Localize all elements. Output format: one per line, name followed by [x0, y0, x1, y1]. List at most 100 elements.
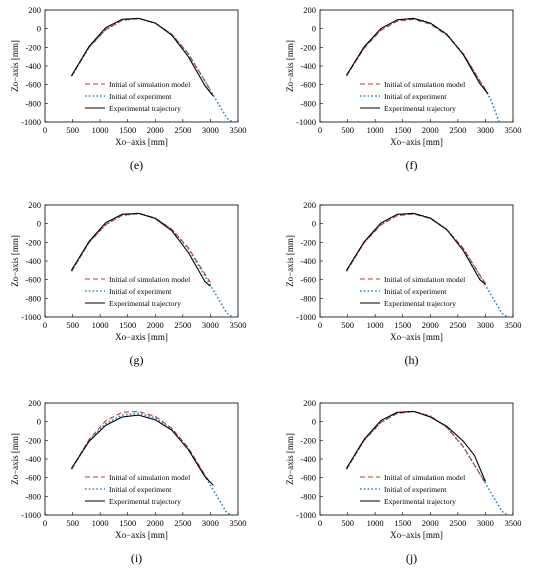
x-tick-label: 0 — [318, 518, 322, 528]
x-tick-label: 500 — [341, 320, 354, 330]
x-tick-label: 500 — [66, 518, 79, 528]
y-tick-label: -200 — [300, 237, 316, 247]
x-tick-label: 1000 — [367, 518, 384, 528]
y-tick-label: -600 — [300, 473, 316, 483]
y-tick-label: 0 — [312, 417, 316, 427]
x-tick-label: 3500 — [505, 518, 522, 528]
x-tick-label: 3500 — [230, 125, 247, 135]
x-tick-label: 3000 — [202, 125, 219, 135]
x-tick-label: 2000 — [147, 125, 164, 135]
y-tick-label: -1000 — [296, 510, 316, 520]
y-tick-label: -1000 — [296, 117, 316, 127]
x-tick-label: 3500 — [230, 518, 247, 528]
y-tick-label: 200 — [303, 200, 316, 210]
x-tick-label: 0 — [318, 320, 322, 330]
x-tick-label: 1000 — [367, 320, 384, 330]
y-tick-label: 200 — [28, 200, 41, 210]
panel-label: (j) — [406, 551, 417, 565]
y-tick-label: -600 — [25, 80, 41, 90]
x-tick-label: 0 — [43, 518, 47, 528]
panel-label: (f) — [406, 158, 418, 172]
y-tick-label: -400 — [25, 454, 41, 464]
series-line-1 — [346, 213, 486, 284]
x-axis-label: Xo−axis [mm] — [390, 530, 443, 540]
y-axis-label: Zo−axis [mm] — [10, 40, 20, 92]
x-tick-label: 2500 — [174, 320, 191, 330]
legend-label-1: Initial of simulation model — [109, 275, 190, 284]
x-tick-label: 500 — [341, 125, 354, 135]
legend-label-1: Initial of simulation model — [384, 473, 465, 482]
x-tick-label: 3500 — [505, 125, 522, 135]
x-tick-label: 3000 — [202, 320, 219, 330]
y-tick-label: -400 — [300, 61, 316, 71]
y-tick-label: -1000 — [296, 312, 316, 322]
plot-area — [44, 402, 239, 516]
x-tick-label: 1000 — [92, 320, 109, 330]
x-tick-label: 2500 — [174, 518, 191, 528]
legend: Initial of simulation model Initial of ex… — [360, 275, 465, 308]
y-tick-label: 200 — [28, 398, 41, 408]
panel-label: (i) — [131, 551, 142, 565]
x-axis-label: Xo−axis [mm] — [390, 332, 443, 342]
x-tick-label: 3000 — [202, 518, 219, 528]
legend-label-3: Experimental trajectory — [384, 497, 456, 506]
x-axis-label: Xo−axis [mm] — [390, 137, 443, 147]
x-axis-label: Xo−axis [mm] — [115, 332, 168, 342]
x-tick-label: 0 — [318, 125, 322, 135]
x-tick-label: 1500 — [119, 320, 136, 330]
series-line-2 — [70, 412, 233, 515]
y-axis-label: Zo−axis [mm] — [10, 433, 20, 485]
y-tick-label: -1000 — [21, 312, 41, 322]
y-tick-label: -800 — [25, 98, 41, 108]
y-tick-label: -600 — [300, 275, 316, 285]
legend-label-3: Experimental trajectory — [109, 497, 181, 506]
legend-label-2: Initial of experiment — [109, 287, 172, 296]
y-tick-label: 0 — [312, 24, 316, 34]
y-axis-label: Zo−axis [mm] — [285, 235, 295, 287]
y-tick-label: -800 — [25, 491, 41, 501]
x-tick-label: 1000 — [92, 518, 109, 528]
x-tick-label: 3000 — [477, 320, 494, 330]
legend-label-3: Experimental trajectory — [384, 104, 456, 113]
series-line-1 — [346, 18, 486, 90]
y-tick-label: -1000 — [21, 117, 41, 127]
series-line-3 — [346, 212, 486, 285]
x-tick-label: 1500 — [119, 125, 136, 135]
x-tick-label: 1500 — [394, 518, 411, 528]
y-tick-label: -600 — [300, 80, 316, 90]
x-tick-label: 1000 — [367, 125, 384, 135]
legend: Initial of simulation model Initial of ex… — [85, 275, 190, 308]
series-line-2 — [345, 410, 508, 515]
y-axis-label: Zo−axis [mm] — [285, 433, 295, 485]
legend-label-2: Initial of experiment — [384, 92, 447, 101]
y-tick-label: 200 — [303, 398, 316, 408]
x-tick-label: 1500 — [119, 518, 136, 528]
legend-label-2: Initial of experiment — [109, 485, 172, 494]
legend-label-1: Initial of simulation model — [109, 80, 190, 89]
x-tick-label: 0 — [43, 320, 47, 330]
series-line-3 — [71, 414, 214, 486]
legend: Initial of simulation model Initial of ex… — [360, 473, 465, 506]
series-line-1 — [71, 212, 211, 283]
legend-label-2: Initial of experiment — [109, 92, 172, 101]
series-line-3 — [346, 17, 489, 95]
y-tick-label: -800 — [300, 98, 316, 108]
y-tick-label: 0 — [312, 219, 316, 229]
legend-label-1: Initial of simulation model — [384, 80, 465, 89]
y-tick-label: 200 — [303, 5, 316, 15]
x-tick-label: 0 — [43, 125, 47, 135]
x-tick-label: 2000 — [422, 518, 439, 528]
x-tick-label: 2500 — [449, 518, 466, 528]
legend-label-3: Experimental trajectory — [384, 299, 456, 308]
x-tick-label: 2500 — [449, 320, 466, 330]
x-tick-label: 3500 — [230, 320, 247, 330]
legend-label-2: Initial of experiment — [384, 485, 447, 494]
y-tick-label: -600 — [25, 275, 41, 285]
